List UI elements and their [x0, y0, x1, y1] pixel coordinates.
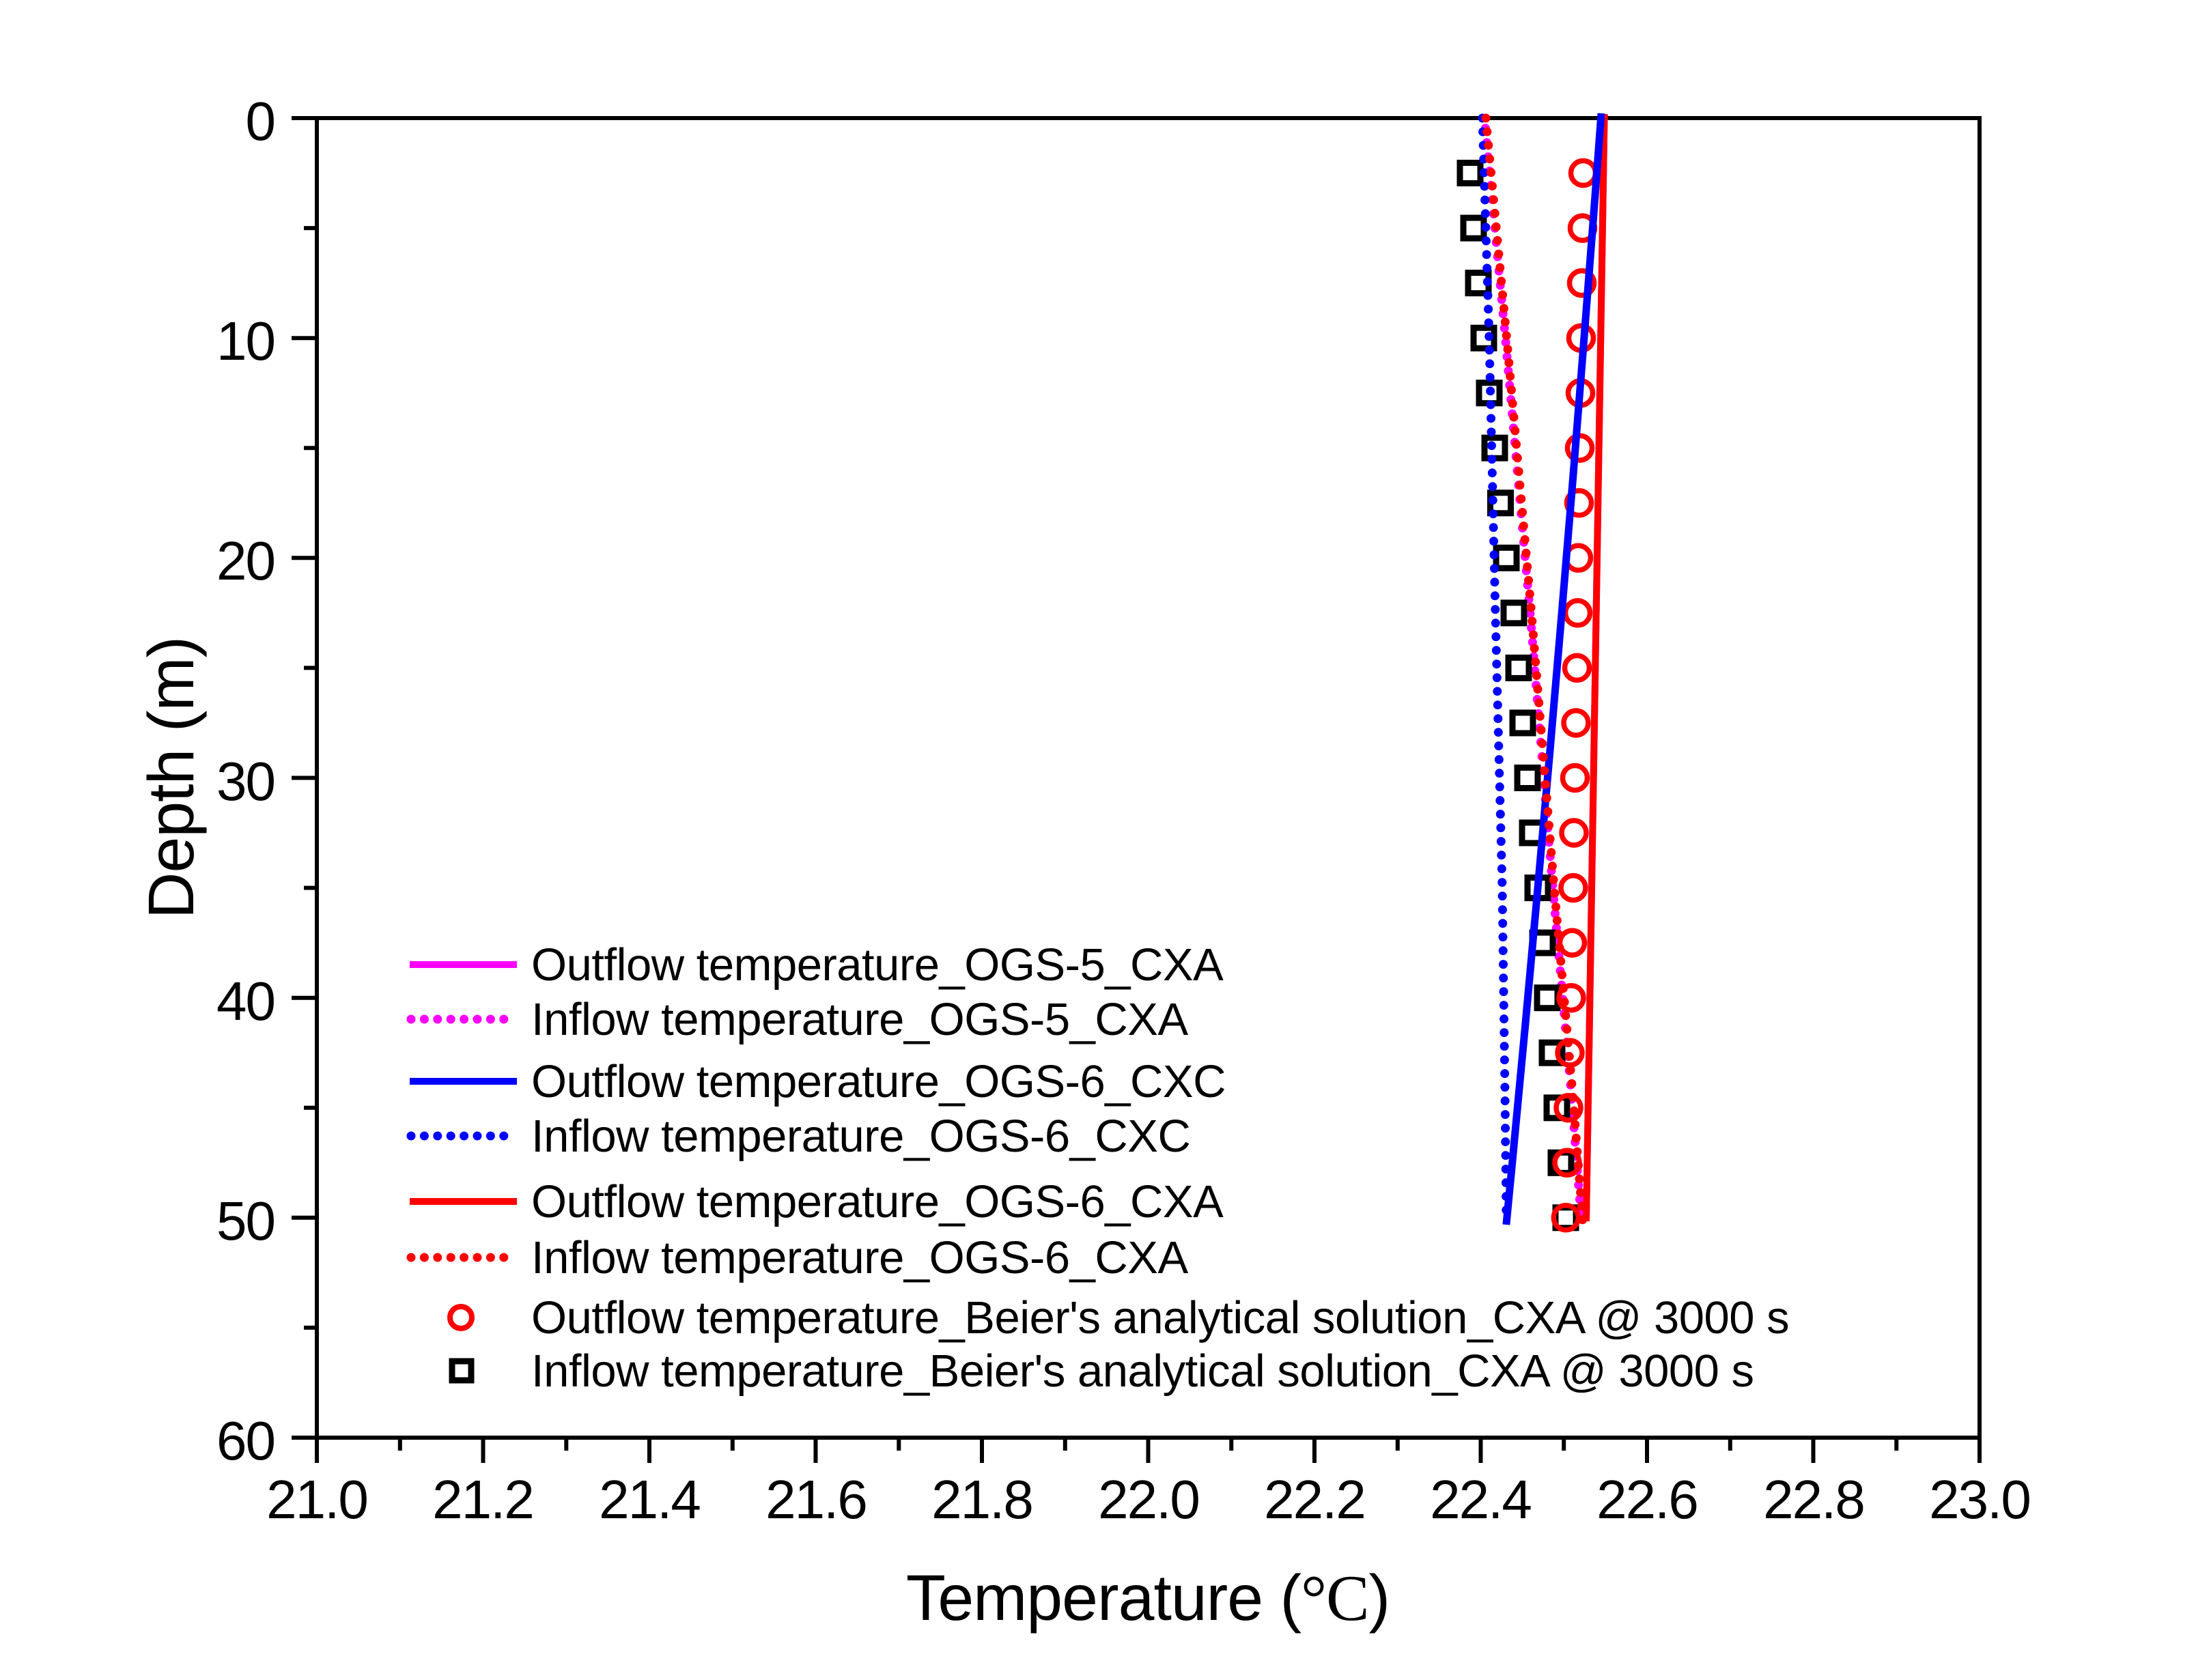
svg-text:20: 20	[216, 530, 274, 591]
svg-text:23.0: 23.0	[1929, 1469, 2030, 1530]
svg-text:22.4: 22.4	[1430, 1469, 1531, 1530]
svg-text:Inflow temperature_OGS-5_CXA: Inflow temperature_OGS-5_CXA	[531, 994, 1188, 1045]
svg-text:40: 40	[216, 971, 274, 1031]
svg-text:22.6: 22.6	[1596, 1469, 1698, 1530]
svg-text:60: 60	[216, 1410, 274, 1471]
svg-text:Inflow temperature_Beier's ana: Inflow temperature_Beier's analytical so…	[531, 1346, 1754, 1397]
svg-text:22.0: 22.0	[1098, 1469, 1199, 1530]
svg-text:Inflow temperature_OGS-6_CXC: Inflow temperature_OGS-6_CXC	[531, 1111, 1190, 1162]
svg-text:10: 10	[216, 311, 274, 371]
svg-text:21.8: 21.8	[931, 1469, 1032, 1530]
svg-text:Outflow temperature_OGS-6_CXA: Outflow temperature_OGS-6_CXA	[531, 1176, 1224, 1227]
svg-text:21.6: 21.6	[765, 1469, 867, 1530]
svg-text:Outflow temperature_Beier's an: Outflow temperature_Beier's analytical s…	[531, 1292, 1789, 1343]
svg-text:Temperature (°C): Temperature (°C)	[906, 1562, 1390, 1634]
svg-text:21.4: 21.4	[599, 1469, 700, 1530]
svg-text:21.2: 21.2	[432, 1469, 533, 1530]
svg-text:Inflow temperature_OGS-6_CXA: Inflow temperature_OGS-6_CXA	[531, 1232, 1188, 1283]
svg-text:30: 30	[216, 751, 274, 812]
svg-text:Depth (m): Depth (m)	[135, 637, 208, 919]
svg-text:22.8: 22.8	[1763, 1469, 1864, 1530]
svg-text:Outflow temperature_OGS-6_CXC: Outflow temperature_OGS-6_CXC	[531, 1056, 1226, 1107]
svg-text:50: 50	[216, 1191, 274, 1251]
svg-text:0: 0	[246, 91, 275, 152]
svg-text:22.2: 22.2	[1264, 1469, 1365, 1530]
svg-text:21.0: 21.0	[266, 1469, 367, 1530]
svg-text:Outflow temperature_OGS-5_CXA: Outflow temperature_OGS-5_CXA	[531, 939, 1224, 991]
